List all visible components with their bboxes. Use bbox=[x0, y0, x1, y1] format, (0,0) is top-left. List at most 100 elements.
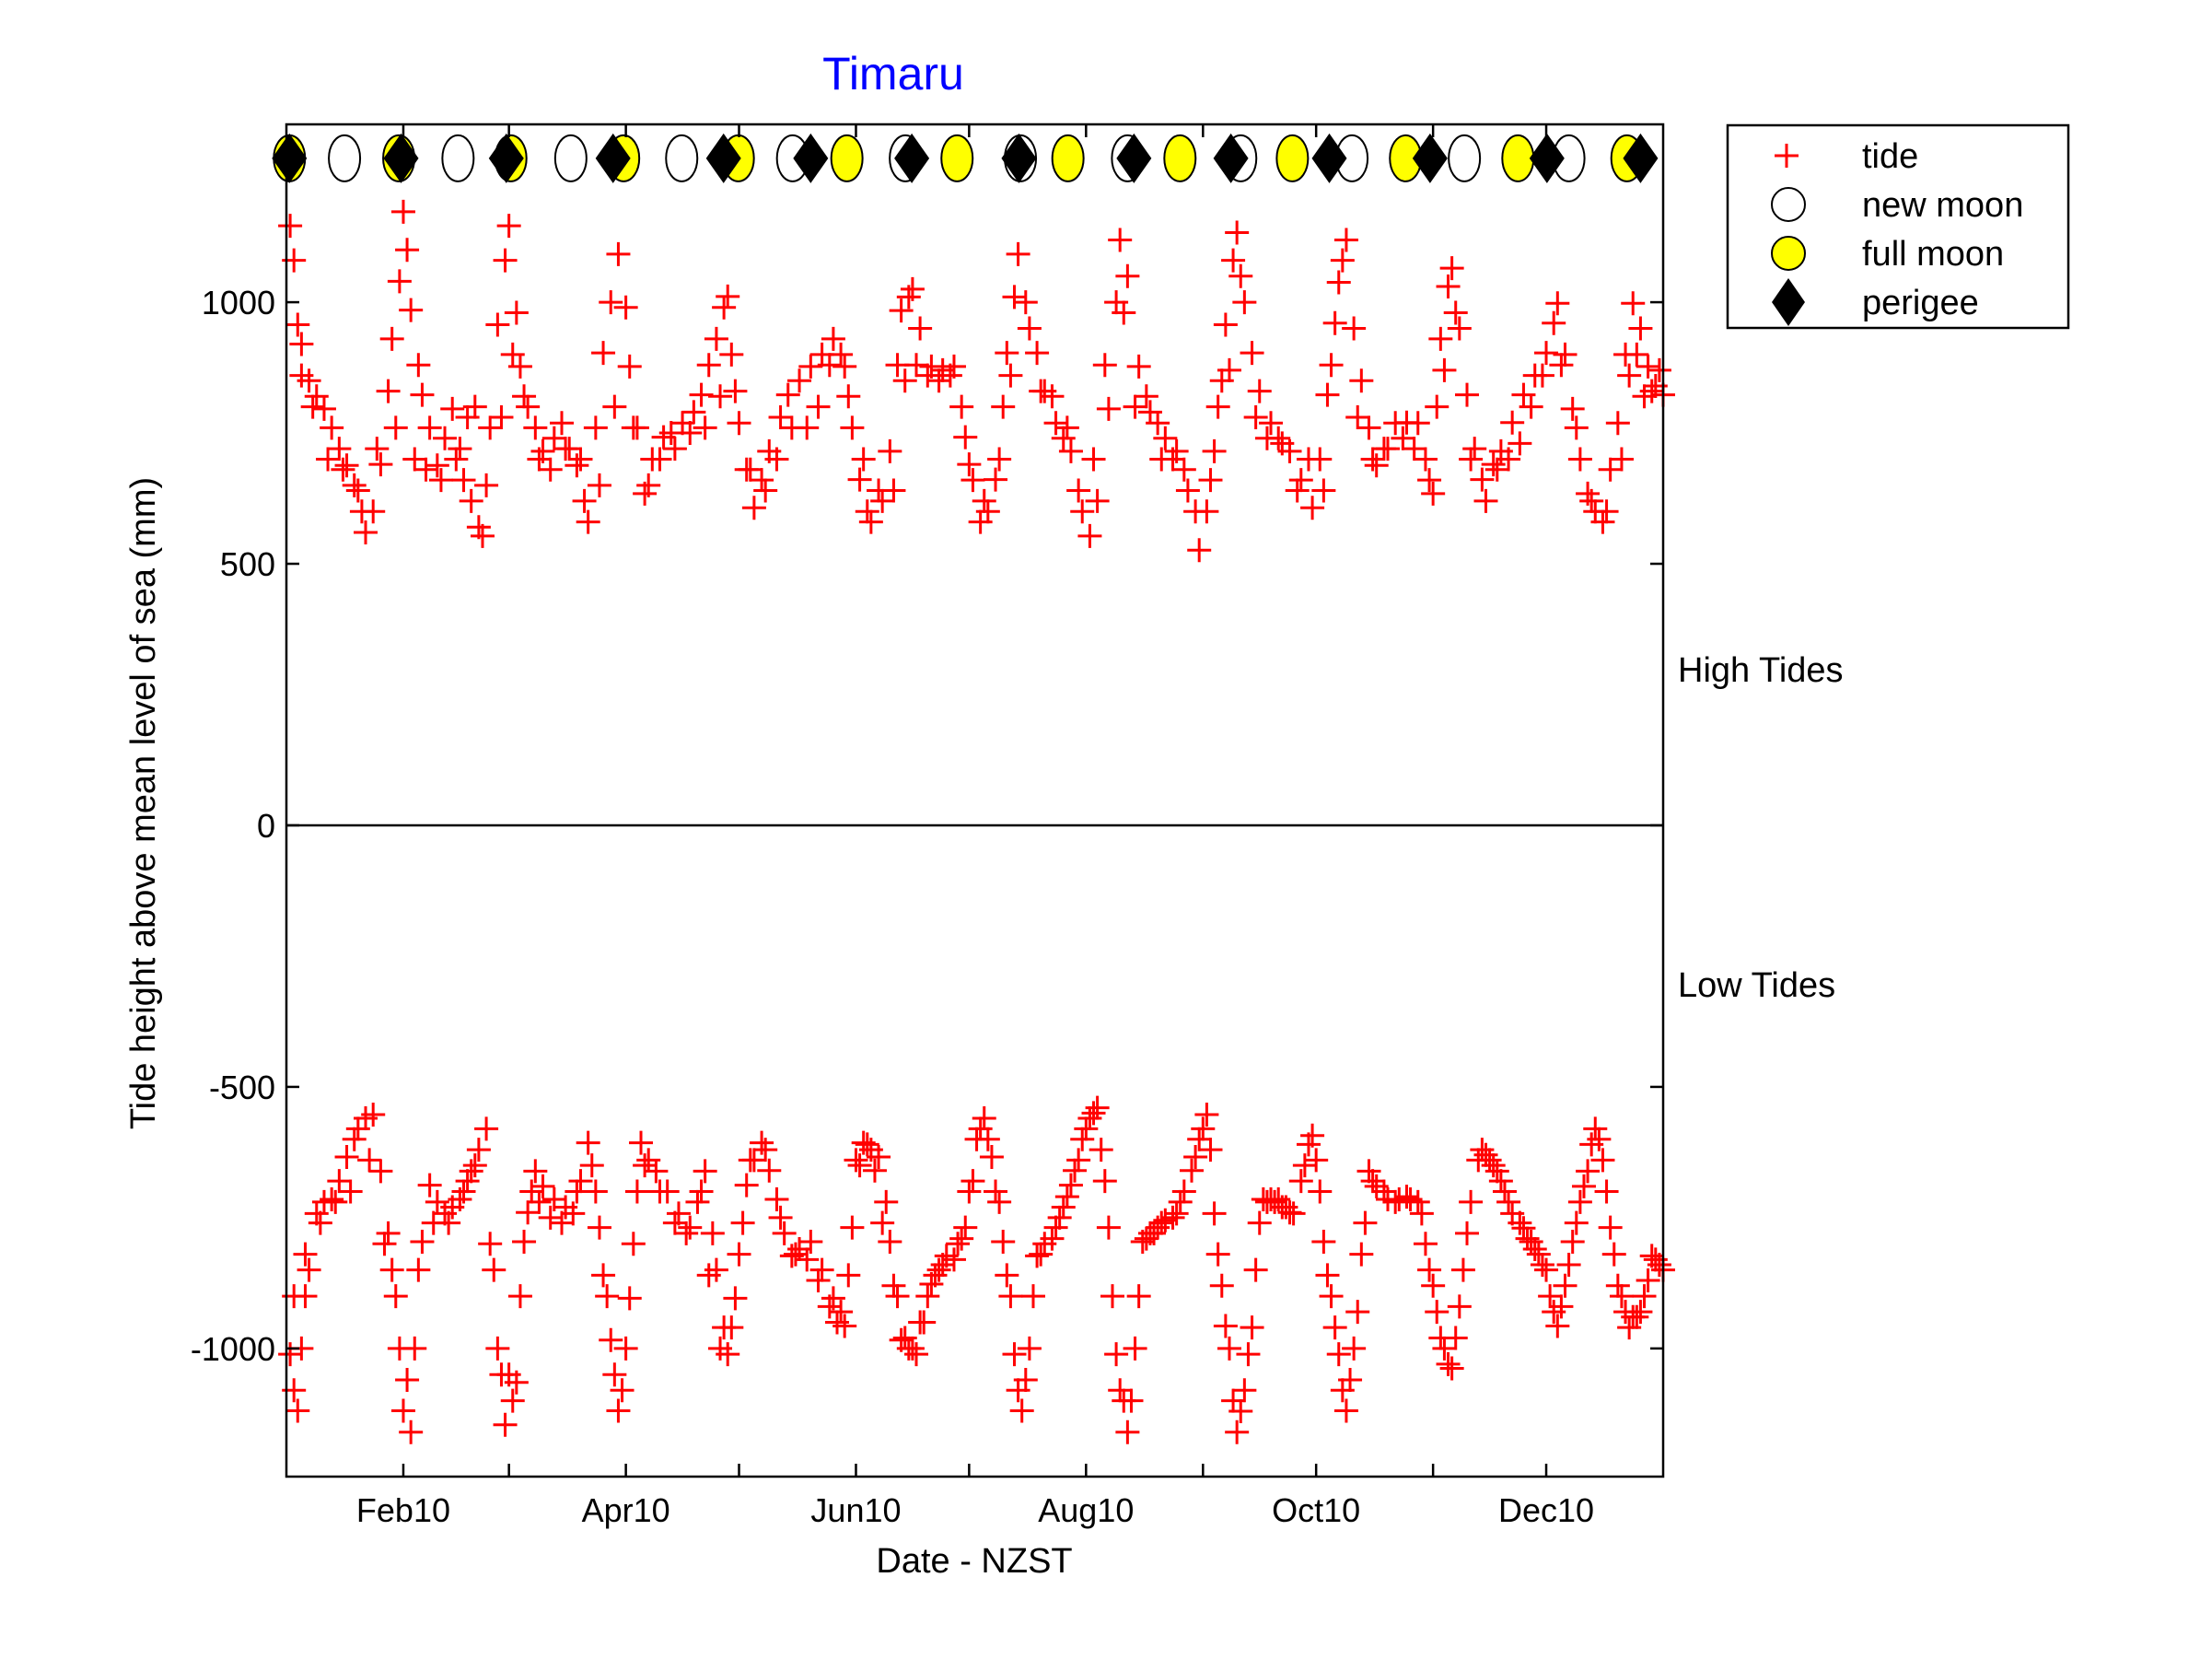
plus-marker-icon bbox=[1092, 1169, 1117, 1194]
plus-marker-icon bbox=[678, 1215, 703, 1240]
diamond-icon bbox=[894, 133, 930, 183]
plus-marker-icon bbox=[753, 478, 778, 503]
plus-marker-icon bbox=[900, 276, 925, 301]
plus-marker-icon bbox=[1066, 478, 1091, 503]
plus-marker-icon bbox=[1326, 1342, 1351, 1367]
x-tick-label: Oct10 bbox=[1272, 1491, 1360, 1529]
plus-marker-icon bbox=[1405, 411, 1430, 436]
legend: tide new moon full moon perigee bbox=[1726, 123, 2070, 330]
plus-marker-icon bbox=[361, 499, 386, 524]
new-moon-icon bbox=[1448, 134, 1482, 182]
plus-marker-icon bbox=[591, 341, 616, 366]
plus-marker-icon bbox=[1277, 1200, 1302, 1225]
plus-marker-icon bbox=[285, 1398, 310, 1423]
plus-marker-icon bbox=[1115, 1419, 1140, 1444]
plus-marker-icon bbox=[926, 1257, 951, 1282]
plus-marker-icon bbox=[1164, 1201, 1189, 1226]
diamond-icon bbox=[383, 133, 419, 183]
plus-marker-icon bbox=[500, 342, 525, 367]
filled-circle-icon bbox=[1771, 236, 1806, 271]
plus-marker-icon bbox=[1428, 326, 1453, 351]
plus-marker-icon bbox=[383, 1284, 408, 1309]
plus-marker-icon bbox=[1070, 499, 1095, 524]
plus-marker-icon bbox=[889, 298, 914, 323]
plus-marker-icon bbox=[1205, 1242, 1230, 1267]
plus-marker-icon bbox=[629, 1130, 654, 1155]
plus-marker-icon bbox=[1473, 488, 1498, 513]
plus-marker-icon bbox=[1259, 411, 1284, 436]
plus-marker-icon bbox=[1047, 1205, 1072, 1230]
plus-marker-icon bbox=[1345, 1300, 1370, 1325]
plus-marker-icon bbox=[1470, 467, 1495, 492]
plus-marker-icon bbox=[1285, 478, 1310, 503]
plus-marker-icon bbox=[738, 1148, 763, 1173]
plus-marker-icon bbox=[587, 1215, 611, 1240]
plus-marker-icon bbox=[1519, 394, 1543, 419]
plus-marker-icon bbox=[1522, 1236, 1547, 1261]
plus-marker-icon bbox=[844, 1148, 868, 1173]
plus-marker-icon bbox=[304, 384, 329, 409]
plus-marker-icon bbox=[357, 1148, 382, 1173]
diamond-icon bbox=[595, 133, 631, 183]
plus-marker-icon bbox=[1029, 379, 1054, 403]
plus-marker-icon bbox=[874, 1189, 899, 1214]
plus-marker-icon bbox=[1160, 1205, 1185, 1230]
plus-marker-icon bbox=[1356, 1159, 1381, 1184]
plus-marker-icon bbox=[1636, 1268, 1660, 1293]
plus-marker-icon bbox=[1198, 1138, 1223, 1162]
plus-marker-icon bbox=[806, 1268, 831, 1293]
plus-marker-icon bbox=[444, 447, 469, 472]
plus-marker-icon bbox=[579, 1153, 604, 1178]
plus-marker-icon bbox=[696, 1263, 721, 1288]
plus-marker-icon bbox=[1304, 1148, 1329, 1173]
plus-marker-icon bbox=[1447, 316, 1472, 341]
plus-marker-icon bbox=[1333, 228, 1358, 252]
plus-marker-icon bbox=[379, 1257, 404, 1282]
plus-marker-icon bbox=[568, 447, 593, 472]
full-moon-icon bbox=[1275, 134, 1310, 182]
plus-marker-icon bbox=[1236, 1342, 1261, 1367]
plus-marker-icon bbox=[904, 1342, 929, 1367]
plus-marker-icon bbox=[878, 438, 902, 463]
plus-marker-icon bbox=[681, 400, 706, 425]
plus-marker-icon bbox=[1508, 1210, 1532, 1235]
tide-series bbox=[282, 1105, 1668, 1424]
plus-marker-icon bbox=[1187, 1127, 1212, 1151]
plus-marker-icon bbox=[851, 447, 876, 472]
plus-marker-icon bbox=[723, 379, 748, 403]
plus-marker-icon bbox=[1243, 1257, 1268, 1282]
plus-marker-icon bbox=[825, 1310, 849, 1335]
plus-marker-icon bbox=[674, 1221, 699, 1245]
plus-marker-icon bbox=[595, 1284, 620, 1309]
plus-marker-icon bbox=[1342, 316, 1367, 341]
plus-marker-icon bbox=[1598, 1215, 1623, 1240]
plus-marker-icon bbox=[1417, 468, 1442, 493]
plus-marker-icon bbox=[1338, 1367, 1363, 1392]
x-tick-label: Feb10 bbox=[356, 1491, 450, 1529]
plus-marker-icon bbox=[1137, 400, 1162, 425]
plus-marker-icon bbox=[775, 382, 800, 407]
plus-marker-icon bbox=[1526, 1242, 1551, 1267]
x-tick-label: Jun10 bbox=[810, 1491, 901, 1529]
plus-marker-icon bbox=[550, 1210, 574, 1235]
plus-marker-icon bbox=[308, 1210, 332, 1235]
plus-marker-icon bbox=[617, 1286, 642, 1311]
legend-item-perigee: perigee bbox=[1772, 278, 1979, 326]
plus-marker-icon bbox=[741, 496, 766, 520]
plus-marker-icon bbox=[1160, 447, 1185, 472]
x-axis-label: Date - NZST bbox=[876, 1542, 1072, 1581]
plus-marker-icon bbox=[565, 1179, 589, 1204]
annotation-low-tides: Low Tides bbox=[1678, 966, 1835, 1005]
plus-marker-icon bbox=[591, 1263, 616, 1288]
plus-marker-icon bbox=[395, 1367, 420, 1392]
plus-marker-icon bbox=[376, 379, 401, 403]
plus-marker-icon bbox=[960, 468, 985, 493]
plus-marker-icon bbox=[1085, 488, 1110, 513]
open-circle-icon bbox=[1771, 187, 1806, 222]
legend-label: full moon bbox=[1862, 235, 2004, 274]
plus-marker-icon bbox=[1058, 438, 1083, 463]
plus-marker-icon bbox=[1405, 1189, 1430, 1214]
plus-marker-icon bbox=[1187, 538, 1212, 563]
plus-marker-icon bbox=[1108, 228, 1133, 252]
plus-marker-icon bbox=[1074, 1116, 1099, 1141]
